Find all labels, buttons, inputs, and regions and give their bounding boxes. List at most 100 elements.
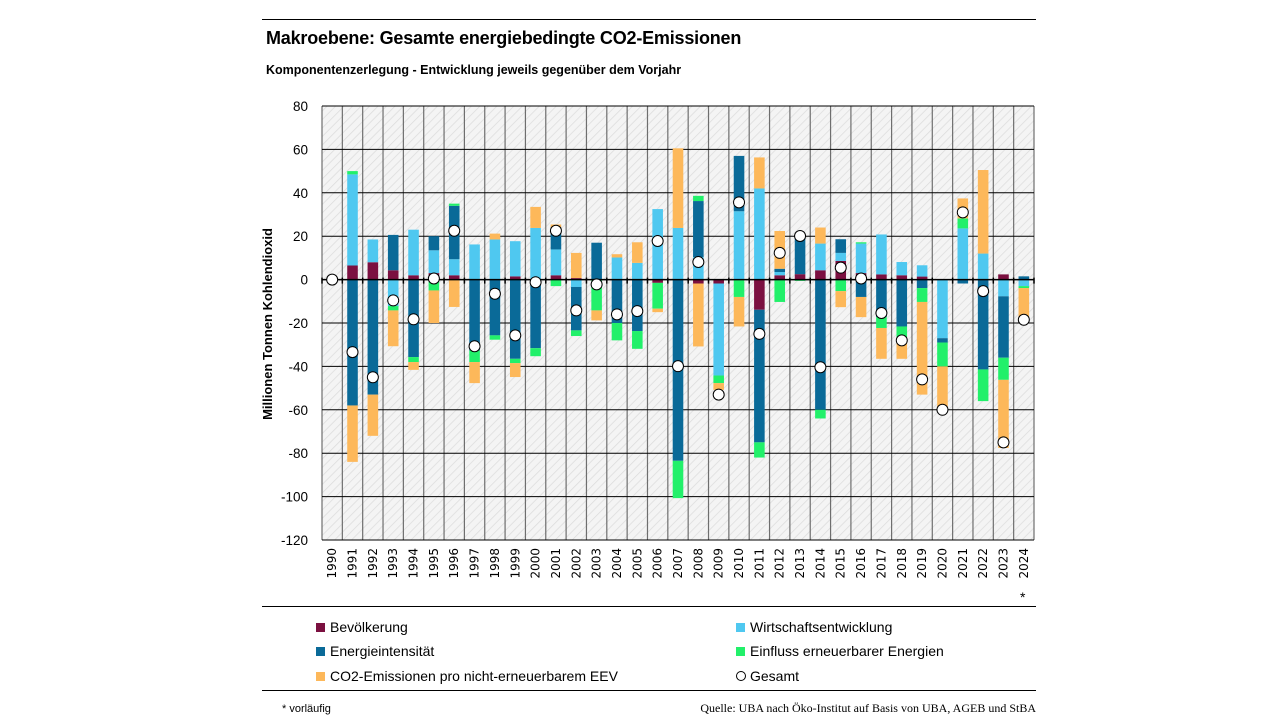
footnote: * vorläufig [282,703,331,715]
bar-segment [876,317,887,328]
total-marker [855,272,868,285]
total-marker [326,273,339,286]
x-tick-label: 2002 [569,548,583,579]
legend-label: Bevölkerung [330,619,408,635]
x-tick-label: 2021 [956,548,970,579]
bar-segment [387,306,399,311]
bar-segment [489,233,501,240]
bar-segment [733,211,745,280]
bar-segment [509,241,521,277]
total-marker [407,313,420,326]
legend-swatch [316,646,325,656]
bar-segment [733,296,745,327]
x-tick-label: 2014 [813,548,827,579]
bar-segment [733,279,745,297]
bar-segment [896,337,908,359]
total-marker [509,329,522,342]
x-tick-label: 2009 [712,548,726,579]
bar-segment [998,279,1009,297]
total-marker [672,360,684,373]
bar-segment [591,279,602,311]
total-marker [427,272,440,285]
bar-segment [530,348,541,357]
bar-segment [876,327,887,359]
legend-swatch [736,622,745,632]
total-marker [549,224,562,237]
total-marker [895,334,908,347]
y-tick-label: -20 [288,316,308,331]
y-tick-label: 60 [293,142,308,157]
bar-segment [530,279,541,349]
bar-segment [693,283,704,347]
bar-segment [896,279,908,327]
bar-segment [713,375,724,384]
total-marker [610,308,623,321]
bar-segment [1018,288,1030,320]
total-marker [773,246,786,259]
bar-segment [835,291,847,308]
bar-segment [957,228,969,280]
x-tick-label: 2006 [651,548,665,579]
bar-segment [347,279,358,406]
total-marker [529,276,542,289]
x-tick-label: 2015 [834,548,848,579]
bar-segment [713,383,724,390]
bar-segment [998,296,1009,358]
legend-bottom-rule [262,690,1036,691]
bar-segment [896,275,908,280]
x-tick-label: 2011 [752,548,766,579]
bar-segment [489,239,501,280]
bar-segment [937,342,948,367]
bar-segment [855,242,867,244]
bar-segment [550,275,562,280]
bar-segment [855,296,867,318]
bar-segment [632,242,643,263]
bar-segment [509,358,521,364]
y-tick-label: -100 [281,490,308,505]
legend-label: Wirtschaftsentwicklung [750,619,893,635]
bar-segment [937,366,948,409]
bar-segment [489,279,501,336]
x-tick-label: 2020 [935,548,949,579]
legend-swatch [316,671,325,681]
x-tick-label: 2012 [773,548,787,579]
bar-segment [754,442,765,458]
bar-segment [774,279,786,302]
bar-segment [835,279,847,292]
bar-segment [530,206,541,228]
bar-segment [794,236,806,275]
bar-segment [387,270,399,280]
bar-segment [977,369,989,402]
bar-segment [815,270,826,280]
bar-segment [977,279,989,370]
bar-segment [387,234,399,271]
bar-segment [876,274,887,280]
y-tick-label: -40 [288,359,308,374]
bar-segment [977,253,989,280]
bar-segment [530,227,541,280]
bar-segment [916,288,928,302]
bar-segment [387,279,399,307]
bar-segment [693,195,704,202]
x-tick-label: 1993 [386,548,400,579]
x-tick-label: 2000 [529,548,543,579]
x-tick-label: 1992 [366,548,380,579]
y-tick-label: 20 [293,229,308,244]
bar-segment [998,379,1009,448]
total-marker [733,196,746,209]
bar-segment [408,357,419,363]
bar-segment [570,252,582,279]
total-marker [1017,313,1030,326]
bar-segment [937,279,948,339]
x-tick-label: 2005 [630,548,644,579]
total-marker [346,346,359,359]
total-marker [997,436,1010,449]
bar-segment [469,362,480,384]
bar-segment [469,350,480,363]
x-tick-label: 1991 [346,548,360,579]
bar-segment [937,338,948,343]
bar-segment [652,282,663,309]
bar-segment [896,326,908,338]
bar-segment [1018,276,1030,280]
chart-subtitle: Komponentenzerlegung - Entwicklung jewei… [266,63,682,77]
